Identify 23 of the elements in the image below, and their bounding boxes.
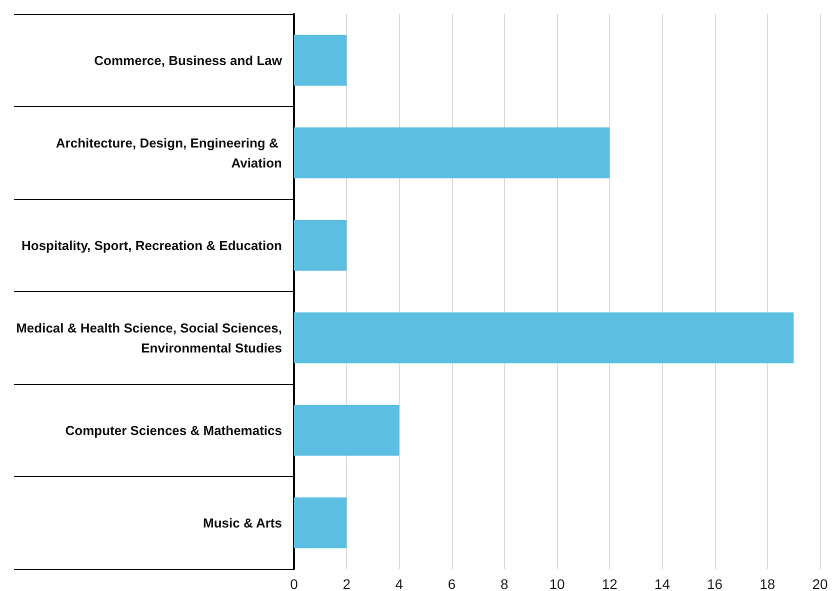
x-tick-label: 10 — [549, 576, 565, 591]
y-tick-label: Architecture, Design, Engineering & Aviation — [56, 135, 282, 170]
y-tick-label: Music & Arts — [203, 515, 282, 530]
y-tick-label: Hospitality, Sport, Recreation & Education — [21, 238, 282, 253]
x-tick-label: 12 — [602, 576, 618, 591]
x-tick-label: 8 — [500, 576, 508, 591]
y-tick-label: Commerce, Business and Law — [94, 52, 283, 68]
x-tick-label: 14 — [654, 576, 670, 591]
x-tick-label: 2 — [342, 576, 351, 591]
x-tick-label: 6 — [448, 576, 456, 591]
x-tick-label: 16 — [707, 576, 723, 591]
y-tick-label: Medical & Health Science, Social Sciences, Environmental Studies — [16, 320, 282, 356]
bar — [294, 34, 347, 86]
bar — [294, 220, 347, 271]
bar — [294, 312, 794, 364]
bar — [294, 127, 610, 178]
bar — [294, 404, 400, 456]
bar — [294, 497, 347, 548]
x-tick-label: 18 — [760, 576, 776, 591]
y-tick-label: Computer Sciences & Mathematics — [65, 422, 282, 438]
x-tick-label: 20 — [812, 576, 828, 591]
x-tick-label: 0 — [290, 576, 298, 591]
x-tick-label: 4 — [395, 576, 404, 591]
